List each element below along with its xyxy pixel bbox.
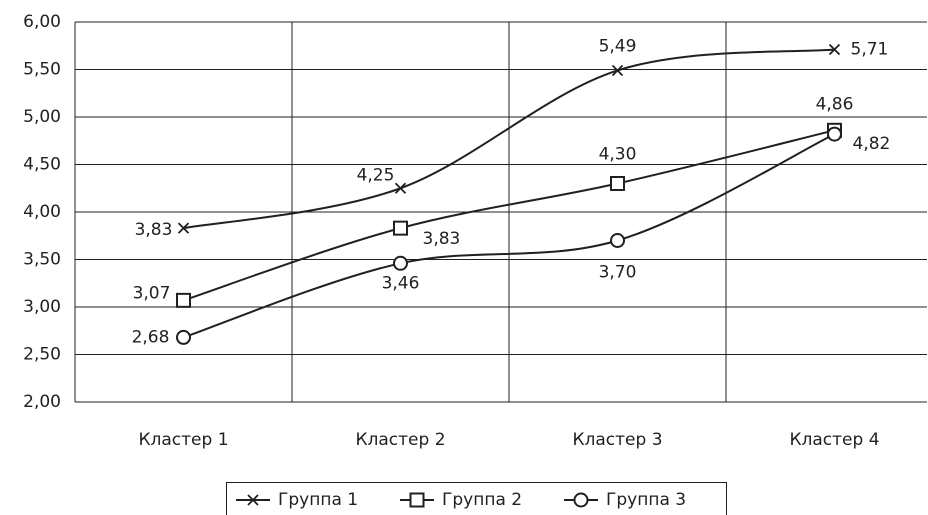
series-line (183, 48, 835, 230)
data-label: 3,70 (599, 263, 637, 283)
y-tick-label: 5,50 (23, 60, 61, 80)
x-tick-label: Кластер 2 (355, 430, 445, 450)
y-tick-label: 2,00 (23, 392, 61, 412)
marker (827, 126, 842, 142)
x-tick-label: Кластер 4 (789, 430, 879, 450)
y-tick-label: 3,50 (23, 250, 61, 270)
legend-marker (573, 492, 589, 508)
marker (610, 176, 625, 191)
marker (828, 43, 841, 56)
marker (394, 182, 407, 194)
marker (177, 222, 190, 234)
legend-box (226, 482, 727, 515)
y-tick-label: 2,50 (23, 345, 61, 365)
data-label: 4,82 (853, 134, 891, 154)
y-tick-label: 3,00 (23, 297, 61, 317)
x-tick-label: Кластер 3 (572, 430, 662, 450)
data-label: 3,83 (135, 220, 173, 240)
y-tick-label: 4,50 (23, 155, 61, 175)
marker (176, 329, 191, 345)
y-tick-label: 4,00 (23, 202, 61, 222)
data-label: 4,30 (599, 145, 637, 165)
series-line (183, 133, 835, 339)
series-line (183, 129, 835, 302)
marker (611, 64, 624, 77)
legend-label: Группа 3 (606, 490, 686, 510)
marker (393, 220, 408, 236)
legend-label: Группа 2 (442, 490, 522, 510)
marker (176, 292, 191, 308)
legend-marker (409, 492, 425, 508)
data-label: 3,46 (382, 273, 420, 293)
y-tick-label: 5,00 (23, 107, 61, 127)
data-label: 2,68 (132, 327, 170, 347)
data-label: 3,07 (133, 283, 171, 303)
data-label: 3,83 (423, 229, 461, 249)
legend-marker (247, 494, 259, 506)
data-label: 4,25 (357, 165, 395, 185)
y-tick-label: 6,00 (23, 12, 61, 32)
data-label: 5,71 (851, 40, 889, 60)
marker (393, 255, 408, 271)
data-label: 4,86 (816, 94, 854, 114)
marker (610, 233, 625, 248)
legend-label: Группа 1 (278, 490, 358, 510)
data-label: 5,49 (599, 36, 637, 56)
x-tick-label: Кластер 1 (138, 430, 228, 450)
